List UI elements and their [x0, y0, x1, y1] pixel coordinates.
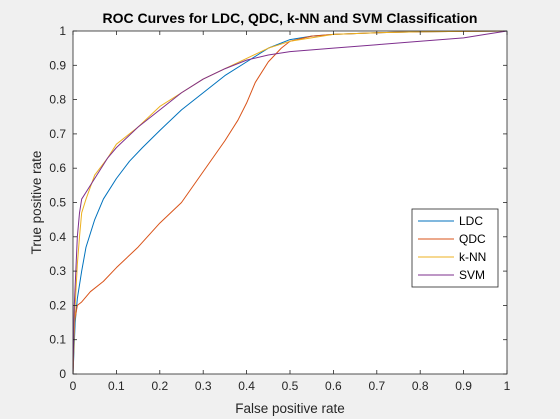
- y-axis-ticks: 0 0.1 0.2 0.3 0.4 0.5 0.6 0.7 0.8 0.9 1: [49, 24, 507, 381]
- x-tick-label: 0.3: [195, 379, 212, 393]
- x-axis-label: False positive rate: [235, 401, 345, 416]
- y-tick-label: 0.9: [49, 58, 66, 72]
- y-tick-label: 0.7: [49, 127, 66, 141]
- legend-entry-label: k-NN: [459, 250, 486, 264]
- legend-entry-label: QDC: [459, 232, 486, 246]
- y-tick-label: 0.5: [49, 196, 66, 210]
- x-tick-label: 0.4: [238, 379, 255, 393]
- legend-box: [411, 208, 499, 288]
- x-tick-label: 0.5: [282, 379, 299, 393]
- y-tick-label: 0.2: [49, 298, 66, 312]
- y-tick-label: 0.8: [49, 93, 66, 107]
- legend: LDC QDC k-NN SVM: [411, 208, 499, 288]
- y-tick-label: 1: [59, 24, 66, 38]
- x-tick-label: 0.1: [108, 379, 125, 393]
- y-tick-label: 0.1: [49, 333, 66, 347]
- y-tick-label: 0.6: [49, 161, 66, 175]
- legend-entry-label: SVM: [459, 268, 485, 282]
- y-axis-label: True positive rate: [29, 151, 44, 255]
- x-tick-label: 0.8: [412, 379, 429, 393]
- chart-title: ROC Curves for LDC, QDC, k-NN and SVM Cl…: [103, 10, 478, 26]
- x-tick-label: 0.7: [368, 379, 385, 393]
- x-tick-label: 0: [70, 379, 77, 393]
- x-tick-label: 0.2: [151, 379, 168, 393]
- y-tick-label: 0.4: [49, 230, 66, 244]
- series-line-svm: [72, 30, 508, 375]
- x-tick-label: 0.6: [325, 379, 342, 393]
- legend-entry-label: LDC: [459, 214, 483, 228]
- y-tick-label: 0: [59, 367, 66, 381]
- y-tick-label: 0.3: [49, 264, 66, 278]
- series-layer: [72, 30, 508, 375]
- series-line-k-nn: [72, 30, 508, 375]
- x-tick-label: 0.9: [455, 379, 472, 393]
- x-axis-ticks: 0 0.1 0.2 0.3 0.4 0.5 0.6 0.7 0.8 0.9 1: [70, 31, 511, 393]
- plot-area: [73, 31, 507, 374]
- x-tick-label: 1: [504, 379, 511, 393]
